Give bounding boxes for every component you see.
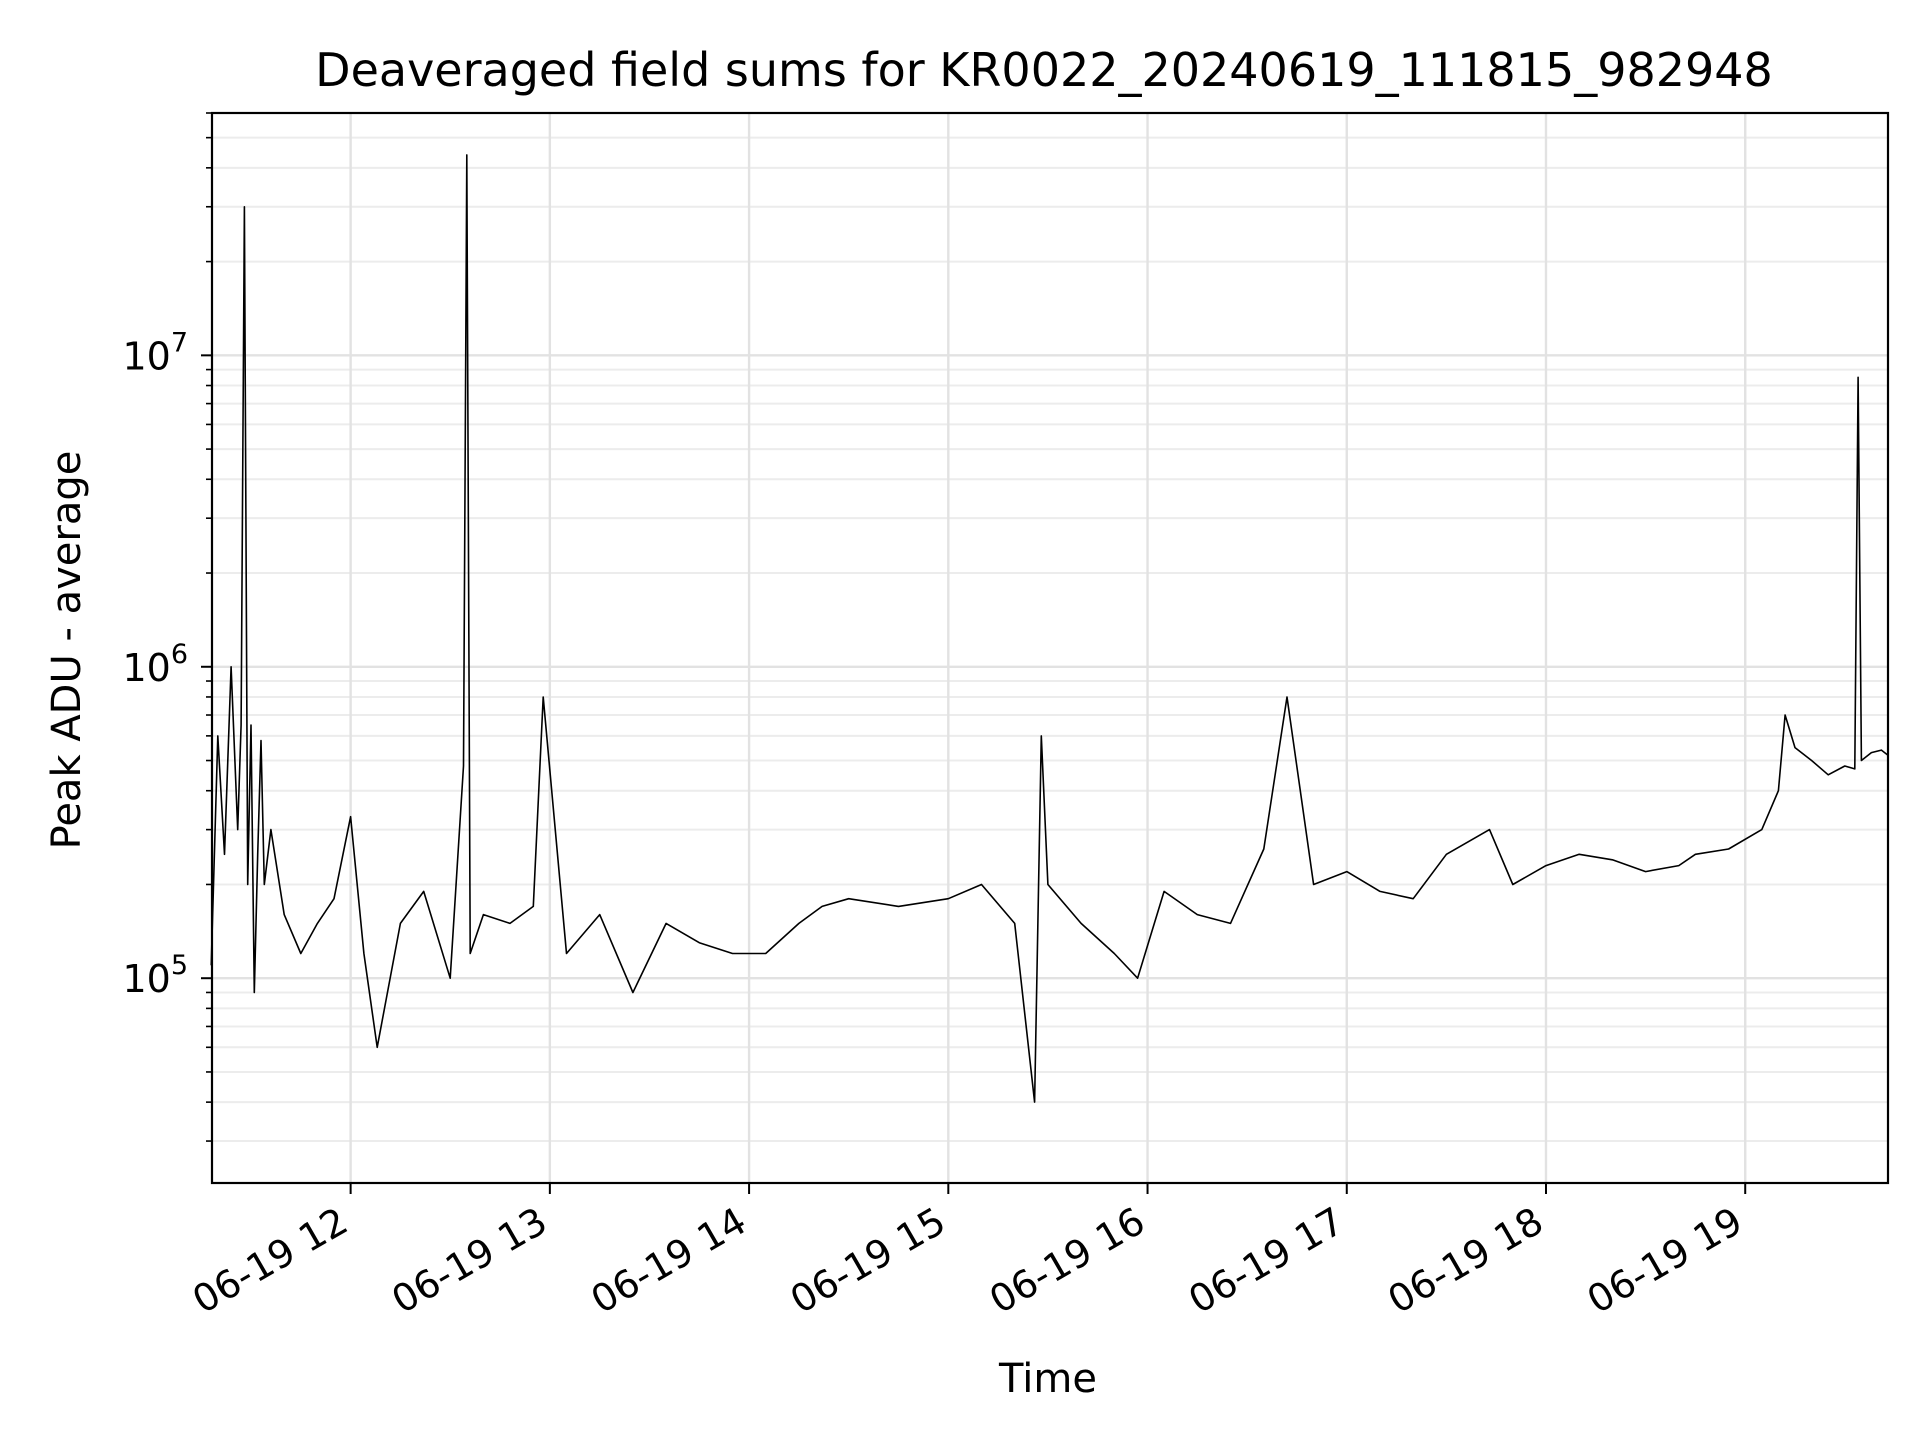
- chart-title: Deaveraged field sums for KR0022_2024061…: [315, 43, 1773, 97]
- plot-background: [212, 113, 1888, 1183]
- minor-grid: [212, 112, 1888, 1143]
- y-tick-label: 107: [122, 327, 188, 378]
- plot-area: [210, 111, 1890, 1185]
- major-grid: [212, 113, 1888, 1183]
- series-layer: [210, 154, 1889, 1103]
- x-axis-label: Time: [998, 1356, 1097, 1402]
- plot-frame: [210, 111, 1890, 1185]
- series-line: [210, 154, 1889, 1103]
- y-tick-label: 105: [122, 950, 188, 1001]
- y-axis-label: Peak ADU - average: [44, 451, 90, 850]
- y-tick-label: 106: [122, 639, 188, 690]
- y-axis: 105 106 107: [122, 112, 212, 1142]
